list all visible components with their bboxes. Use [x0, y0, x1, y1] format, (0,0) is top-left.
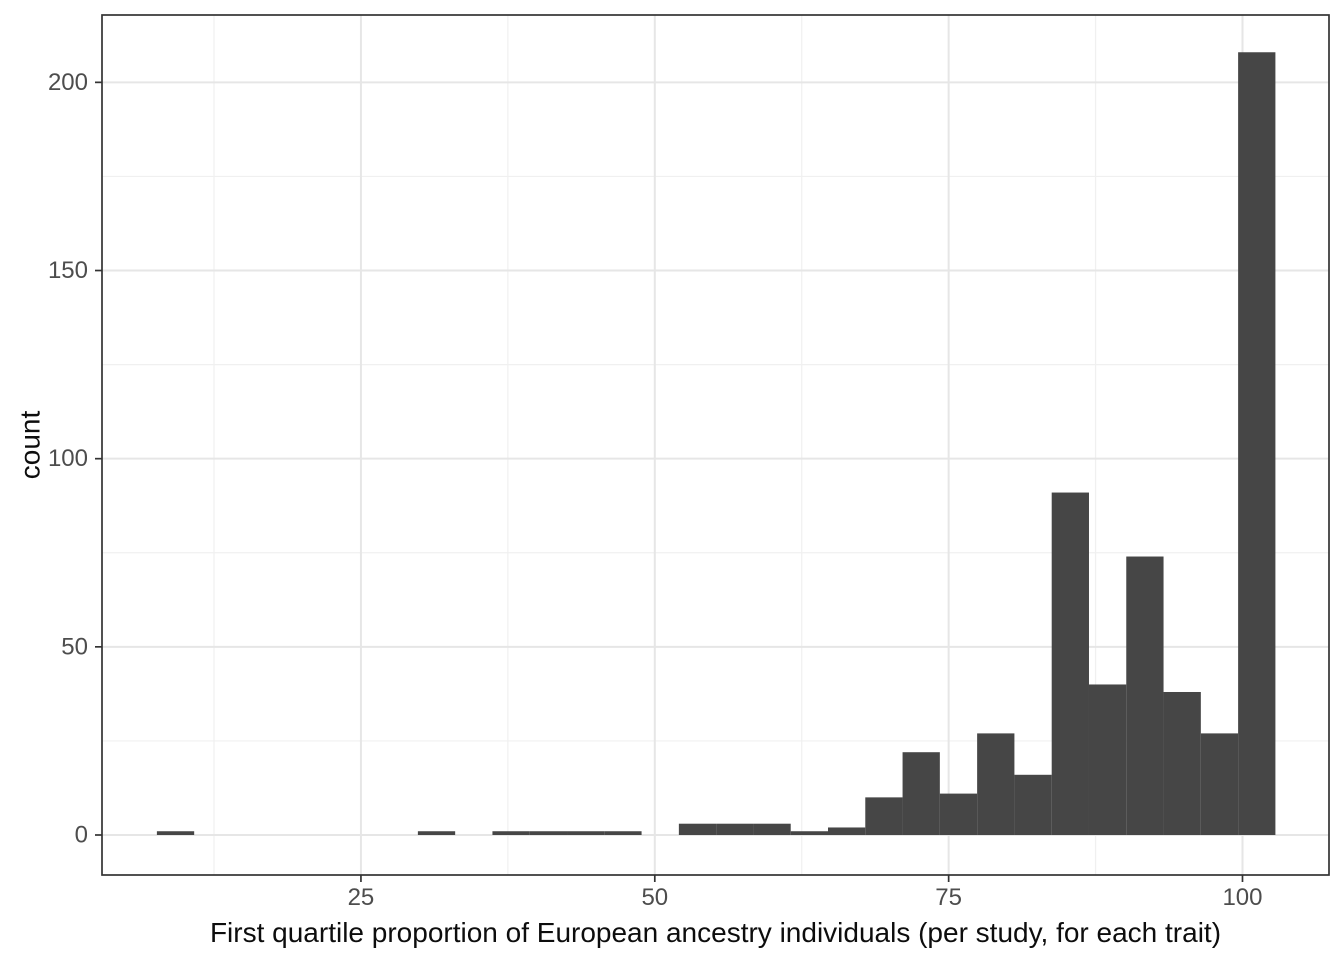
histogram-bar — [865, 797, 903, 835]
histogram-bar — [567, 831, 605, 835]
histogram-bar — [1088, 684, 1127, 835]
histogram-bar — [492, 831, 530, 835]
histogram-bar — [1200, 733, 1239, 835]
x-tick-label: 75 — [935, 884, 962, 911]
histogram-bar — [1163, 691, 1201, 835]
x-tick-label: 100 — [1222, 884, 1262, 911]
x-axis-title: First quartile proportion of European an… — [210, 917, 1221, 948]
histogram-bar — [1238, 52, 1276, 835]
y-tick-label: 0 — [75, 821, 88, 848]
y-axis-title: count — [15, 411, 46, 480]
histogram-bar — [939, 793, 978, 835]
x-tick-label: 25 — [348, 884, 375, 911]
panel-border — [101, 14, 1330, 876]
histogram-bar — [753, 823, 791, 835]
y-tick-label: 50 — [61, 633, 88, 660]
histogram-bar — [827, 827, 866, 835]
histogram-bar — [790, 831, 828, 835]
histogram-bar — [678, 823, 717, 835]
histogram-bar — [1126, 556, 1164, 835]
histogram-bar — [1014, 774, 1052, 835]
histogram-bar — [716, 823, 754, 835]
histogram-bar — [529, 831, 568, 835]
histogram-bar — [977, 733, 1015, 835]
histogram-bar — [417, 831, 456, 835]
x-tick-label: 50 — [641, 884, 668, 911]
y-tick-label: 200 — [48, 69, 88, 96]
y-tick-label: 150 — [48, 257, 88, 284]
y-tick-label: 100 — [48, 445, 88, 472]
histogram-bar — [1051, 492, 1089, 835]
histogram-bar — [156, 831, 195, 835]
histogram-bar — [604, 831, 642, 835]
histogram-bar — [902, 752, 940, 835]
